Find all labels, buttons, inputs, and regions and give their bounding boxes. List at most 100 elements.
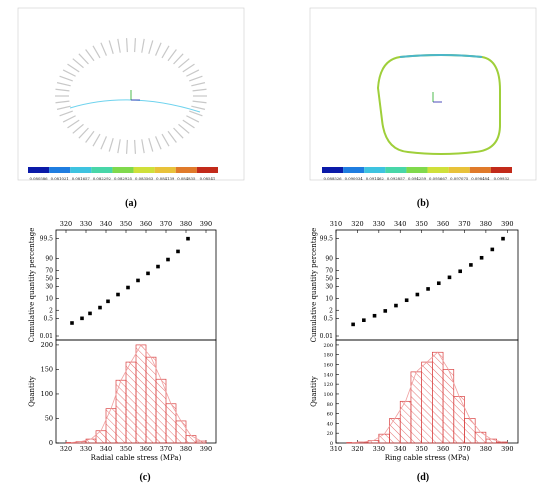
colorbar-swatch — [134, 167, 155, 173]
colorbar-label: 0.084139 — [156, 176, 175, 181]
colorbar-label: 0.080586 — [29, 176, 48, 181]
histogram-bar — [106, 409, 116, 443]
colorbar-label: 0.083563 — [135, 176, 154, 181]
top-x-tick-label: 350 — [120, 220, 132, 228]
bottom-x-tick-label: 380 — [480, 445, 492, 453]
probability-y-tick-label: 2 — [329, 307, 333, 314]
colorbar-swatch — [364, 167, 385, 173]
bottom-x-tick-label: 350 — [120, 445, 132, 453]
colorbar-swatch — [91, 167, 112, 173]
histogram-y-tick-label: 180 — [323, 353, 333, 359]
histogram-bar — [126, 362, 136, 443]
top-x-tick-label: 350 — [415, 220, 427, 228]
bottom-x-tick-label: 320 — [60, 445, 72, 453]
bottom-x-tick-label: 330 — [373, 445, 385, 453]
histogram-y-tick-label: 160 — [323, 363, 333, 369]
bottom-x-tick-label: 330 — [80, 445, 92, 453]
histogram-bar — [176, 421, 186, 443]
probability-point — [156, 265, 160, 269]
panel-label-b: (b) — [417, 198, 429, 209]
probability-point — [362, 318, 366, 322]
histogram-y-tick-label: 140 — [323, 372, 333, 378]
probability-point — [186, 237, 190, 241]
colorbar-label: 0.094259 — [408, 176, 427, 181]
probability-point — [80, 317, 84, 321]
histogram-y-tick-label: 200 — [323, 343, 333, 349]
histogram-bar — [96, 431, 106, 443]
probability-plot-frame — [56, 230, 216, 340]
colorbar-swatch — [406, 167, 427, 173]
probability-y-tick-label: 99.5 — [40, 236, 54, 243]
histogram-bar — [497, 442, 508, 443]
probability-y-axis-label: Cumulative quantity percentage — [310, 228, 318, 343]
histogram-y-tick-label: 150 — [41, 365, 53, 373]
histogram-bar — [390, 418, 401, 443]
colorbar-swatch — [49, 167, 70, 173]
probability-y-tick-label: 30 — [325, 284, 333, 291]
probability-y-tick-label: 0.5 — [43, 315, 53, 322]
top-x-tick-label: 380 — [180, 220, 192, 228]
histogram-y-axis-label: Quantity — [310, 376, 318, 407]
top-x-tick-label: 370 — [458, 220, 470, 228]
histogram-bar — [422, 362, 433, 443]
panel-label-c: (c) — [139, 472, 150, 483]
top-x-tick-label: 320 — [351, 220, 363, 228]
colorbar-label: 0.095667 — [429, 176, 448, 181]
probability-point — [469, 263, 473, 267]
probability-point — [373, 314, 377, 318]
probability-point — [501, 237, 505, 241]
probability-point — [166, 258, 170, 262]
probability-y-tick-label: 90 — [325, 256, 333, 263]
probability-point — [437, 281, 441, 285]
colorbar-swatch — [449, 167, 470, 173]
probability-y-axis-label: Cumulative quantity percentage — [28, 228, 36, 343]
histogram-y-tick-label: 0 — [330, 441, 333, 447]
radial-cable-spoke — [135, 140, 136, 154]
bottom-x-tick-label: 350 — [415, 445, 427, 453]
chart-d: 3103103203203303303403403503503603603703… — [310, 220, 518, 462]
bottom-x-tick-label: 340 — [100, 445, 112, 453]
colorbar-swatch — [155, 167, 176, 173]
histogram-y-tick-label: 80 — [327, 402, 333, 408]
probability-point — [405, 298, 409, 302]
probability-y-tick-label: 2 — [49, 307, 53, 314]
histogram-y-axis-label: Quantity — [28, 376, 36, 407]
probability-y-tick-label: 50 — [45, 275, 53, 282]
histogram-y-tick-label: 40 — [327, 421, 333, 427]
probability-point — [458, 269, 462, 273]
histogram-bar — [432, 352, 443, 443]
colorbar-swatch — [322, 167, 343, 173]
histogram-y-tick-label: 100 — [323, 392, 333, 398]
probability-point — [136, 279, 140, 283]
probability-y-tick-label: 0.01 — [40, 333, 53, 340]
colorbar-label: 0.09932 — [494, 176, 510, 181]
colorbar-label: 0.088526 — [323, 176, 342, 181]
probability-point — [126, 286, 130, 290]
top-x-tick-label: 340 — [394, 220, 406, 228]
colorbar-label: 0.08541 — [200, 176, 216, 181]
probability-point — [480, 256, 484, 260]
colorbar-swatch — [343, 167, 364, 173]
top-x-tick-label: 340 — [100, 220, 112, 228]
probability-y-tick-label: 10 — [325, 295, 333, 302]
probability-y-tick-label: 99.5 — [320, 236, 334, 243]
colorbar-swatch — [176, 167, 197, 173]
top-x-tick-label: 330 — [80, 220, 92, 228]
colorbar-swatch — [112, 167, 133, 173]
probability-point — [351, 323, 355, 327]
probability-y-tick-label: 50 — [325, 275, 333, 282]
top-x-tick-label: 330 — [373, 220, 385, 228]
probability-point — [394, 304, 398, 308]
panel-label-d: (d) — [417, 472, 429, 483]
histogram-bar — [486, 439, 497, 443]
colorbar-swatch — [70, 167, 91, 173]
colorbar-label: 0.097075 — [450, 176, 469, 181]
probability-point — [176, 250, 180, 254]
histogram-bar — [186, 436, 196, 443]
histogram-bar — [146, 357, 156, 443]
histogram-x-axis-label: Radial cable stress (MPa) — [91, 454, 182, 462]
probability-point — [416, 293, 420, 297]
